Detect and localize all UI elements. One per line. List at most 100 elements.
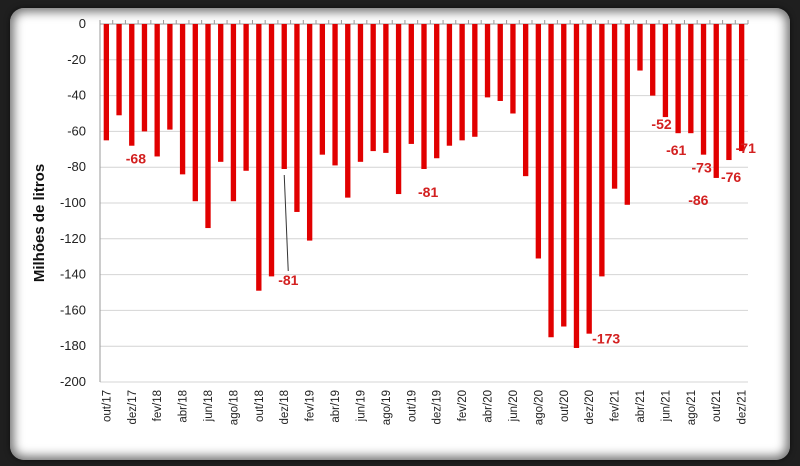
data-label: -81 [278,272,298,288]
bar [268,24,275,277]
y-tick-label: -100 [60,195,86,210]
y-tick-label: -200 [60,374,86,389]
x-tick-label: out/21 [711,390,723,422]
x-tick-label: out/18 [254,390,266,422]
x-tick-label: out/17 [101,390,113,422]
x-tick-label: abr/20 [483,390,495,423]
bar [611,24,618,189]
x-tick-label: fev/20 [457,390,469,421]
data-label: -81 [418,184,438,200]
x-tick-label: jun/20 [508,390,520,422]
y-tick-label: -20 [67,52,86,67]
x-tick-label: out/20 [559,390,571,422]
bar [332,24,338,166]
bar [510,24,516,114]
bar [421,24,427,169]
bar [713,24,719,178]
x-tick-label: abr/21 [635,390,647,423]
bar [370,24,376,152]
y-axis-title: Milhões de litros [31,164,48,282]
bar [700,24,707,155]
bar [662,24,669,118]
bar [688,24,694,134]
data-label: -68 [126,151,146,167]
x-tick-label: dez/18 [279,390,291,425]
bar [129,24,135,146]
bar [472,24,478,137]
bar [167,24,173,130]
y-tick-label: -60 [67,123,86,138]
bar [383,24,389,153]
bar [637,24,643,71]
bar [675,24,681,134]
bar [726,24,732,161]
bar [561,24,567,327]
bar [434,24,440,159]
x-tick-label: jun/19 [355,390,367,422]
data-label: -61 [666,142,686,158]
y-tick-label: -40 [67,88,86,103]
x-tick-label: ago/21 [686,390,698,425]
bar [408,24,414,144]
bar [294,24,300,212]
bar [586,24,592,334]
bar [218,24,224,162]
y-tick-label: -160 [60,302,86,317]
data-label: -73 [692,160,712,176]
y-tick-label: 0 [79,16,86,31]
bar [459,24,465,141]
bar [624,24,630,205]
x-tick-label: dez/21 [737,390,749,425]
leader-line [283,174,289,272]
data-label: -71 [736,140,756,156]
bar [179,24,186,175]
bar [497,24,503,101]
bar [395,24,402,195]
bar [230,24,237,202]
y-tick-label: -180 [60,338,86,353]
bar [573,24,580,348]
y-tick-label: -120 [60,231,86,246]
x-tick-label: dez/17 [127,390,139,425]
bar [522,24,529,177]
bar [192,24,198,202]
x-tick-label: fev/19 [305,390,317,421]
x-tick-label: abr/19 [330,390,342,423]
x-tick-label: abr/18 [178,390,190,423]
y-tick-label: -140 [60,267,86,282]
bar [345,24,351,198]
bar [599,24,605,277]
x-tick-label: ago/20 [533,390,545,425]
bar [256,24,262,291]
bar [281,24,287,169]
bar [306,24,313,241]
bar [319,24,326,155]
data-label: -76 [721,169,741,185]
bar [116,24,122,116]
x-tick-label: fev/21 [610,390,622,421]
bar [535,24,542,259]
bar [484,24,491,98]
bar [141,24,148,132]
x-tick-label: dez/20 [584,390,596,425]
bar [103,24,110,141]
x-tick-label: jun/18 [203,390,215,422]
data-label: -86 [688,192,708,208]
bar [243,24,249,171]
x-tick-label: dez/19 [432,390,444,425]
bar [154,24,160,157]
bar [205,24,211,229]
x-tick-label: out/19 [406,390,418,422]
bar [548,24,554,338]
data-label: -52 [651,116,671,132]
bar [357,24,364,162]
x-tick-label: fev/18 [152,390,164,421]
x-tick-label: jun/21 [660,390,672,422]
bar [446,24,453,146]
data-label: -173 [592,331,620,347]
x-tick-label: ago/18 [228,390,240,425]
bar [738,24,745,152]
y-tick-label: -80 [67,159,86,174]
x-tick-label: ago/19 [381,390,393,425]
